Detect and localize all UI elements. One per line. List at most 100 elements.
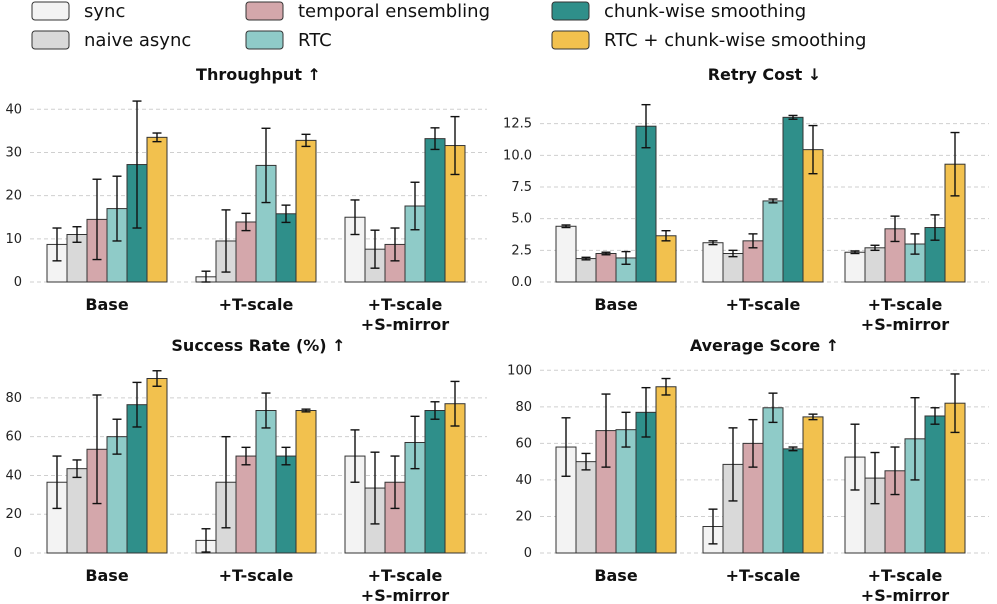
bar-chunk-wise-smoothing xyxy=(782,116,804,283)
bar-chunk-wise-smoothing xyxy=(782,448,804,554)
panel-retry-cost: Retry Cost ↓ 0.0 2.5 5.0 7.5 10.0 12.5 Base +T-s… xyxy=(503,65,989,334)
bar-rtc xyxy=(762,407,784,554)
y-tick-label: 10 xyxy=(5,232,22,247)
panel-throughput: Throughput ↑ 0 10 20 30 40 Base +T-scale +T-scal… xyxy=(5,65,487,334)
y-tick-label: 20 xyxy=(5,189,22,204)
legend-label: chunk-wise smoothing xyxy=(604,1,806,22)
x-category-label: +T-scale xyxy=(726,566,801,585)
legend-item-rtc: RTC xyxy=(245,30,332,51)
y-tick-label: 20 xyxy=(515,509,532,524)
panel-title: Average Score ↑ xyxy=(690,336,839,355)
y-tick-label: 7.5 xyxy=(511,180,532,195)
y-tick-label: 100 xyxy=(507,363,532,378)
y-tick-label: 30 xyxy=(5,145,22,160)
x-category-label: +S-mirror xyxy=(361,586,450,604)
y-tick-label: 20 xyxy=(5,507,22,522)
x-category-label: +S-mirror xyxy=(861,586,950,604)
y-tick-label: 5.0 xyxy=(511,212,532,227)
legend-label: sync xyxy=(84,1,125,22)
bar-naive-async xyxy=(722,253,744,283)
y-tick-label: 60 xyxy=(5,430,22,445)
bar-sync xyxy=(702,242,724,283)
legend-swatch xyxy=(245,1,284,21)
y-tick-label: 80 xyxy=(515,400,532,415)
legend-swatch xyxy=(31,1,70,21)
legend-item-chunk-wise-smoothing: chunk-wise smoothing xyxy=(551,1,806,22)
panel-title: Success Rate (%) ↑ xyxy=(171,336,345,355)
legend-label: temporal ensembling xyxy=(298,1,490,22)
y-tick-label: 2.5 xyxy=(511,243,532,258)
bar-temporal-ensembling xyxy=(595,253,617,283)
bar-chunk-wise-smoothing xyxy=(924,415,946,554)
panel-title: Retry Cost ↓ xyxy=(708,65,822,84)
y-tick-label: 40 xyxy=(5,102,22,117)
x-category-label: +T-scale xyxy=(368,566,443,585)
y-tick-label: 0 xyxy=(524,546,532,561)
bar-rtc-chunk-wise-smoothing xyxy=(655,235,677,283)
bar-rtc xyxy=(615,429,637,554)
legend-label: naive async xyxy=(84,30,191,51)
x-category-label: Base xyxy=(594,566,638,585)
bar-group-base xyxy=(46,100,168,283)
x-category-label: +T-scale xyxy=(868,295,943,314)
bar-group-t-scale-s-mirror xyxy=(344,115,466,283)
legend-label: RTC + chunk-wise smoothing xyxy=(604,30,866,51)
bar-chunk-wise-smoothing xyxy=(275,455,297,554)
bar-group-t-scale xyxy=(702,114,824,283)
x-category-label: +S-mirror xyxy=(861,315,950,334)
bar-chunk-wise-smoothing xyxy=(424,410,446,554)
bar-group-t-scale xyxy=(702,392,824,554)
legend-label: RTC xyxy=(298,30,332,51)
bar-naive-async xyxy=(575,461,597,554)
legend-item-naive-async: naive async xyxy=(31,30,191,51)
bar-rtc-chunk-wise-smoothing xyxy=(802,416,824,554)
bar-sync xyxy=(555,225,577,283)
bar-rtc xyxy=(255,410,277,554)
bar-chunk-wise-smoothing xyxy=(635,125,657,283)
legend-swatch xyxy=(551,1,590,21)
bar-naive-async xyxy=(575,258,597,283)
y-tick-label: 0.0 xyxy=(511,275,532,290)
bar-group-t-scale xyxy=(195,127,317,283)
y-tick-label: 0 xyxy=(14,275,22,290)
bar-group-base xyxy=(555,377,677,554)
bar-naive-async xyxy=(66,468,88,554)
y-tick-label: 12.5 xyxy=(503,117,532,132)
bar-group-t-scale-s-mirror xyxy=(844,373,966,554)
bar-group-t-scale-s-mirror xyxy=(844,131,966,283)
x-category-label: +T-scale xyxy=(868,566,943,585)
y-tick-label: 0 xyxy=(14,546,22,561)
bar-group-base xyxy=(46,370,168,554)
bar-rtc-chunk-wise-smoothing xyxy=(295,410,317,554)
panel-title: Throughput ↑ xyxy=(196,65,321,84)
legend-item-sync: sync xyxy=(31,1,125,22)
x-category-label: +S-mirror xyxy=(361,315,450,334)
x-category-label: Base xyxy=(85,566,129,585)
x-category-label: Base xyxy=(594,295,638,314)
legend-item-rtc-chunk-wise-smoothing: RTC + chunk-wise smoothing xyxy=(551,30,866,51)
legend-item-temporal-ensembling: temporal ensembling xyxy=(245,1,490,22)
y-tick-label: 40 xyxy=(5,468,22,483)
bar-rtc-chunk-wise-smoothing xyxy=(295,139,317,283)
y-tick-label: 40 xyxy=(515,473,532,488)
bar-rtc-chunk-wise-smoothing xyxy=(146,136,168,283)
chart-panels: Throughput ↑ 0 10 20 30 40 Base +T-scale +T-scal… xyxy=(5,65,989,604)
x-category-label: +T-scale xyxy=(368,295,443,314)
bar-group-t-scale-s-mirror xyxy=(344,380,466,554)
bar-sync xyxy=(844,251,866,283)
legend-swatch xyxy=(245,30,284,50)
legend-swatch xyxy=(31,30,70,50)
bar-chunk-wise-smoothing xyxy=(275,213,297,283)
x-category-label: Base xyxy=(85,295,129,314)
bar-group-t-scale xyxy=(195,392,317,554)
bar-rtc xyxy=(762,200,784,283)
x-category-label: +T-scale xyxy=(219,566,294,585)
y-tick-label: 80 xyxy=(5,391,22,406)
bar-group-base xyxy=(555,103,677,283)
y-tick-label: 60 xyxy=(515,436,532,451)
y-tick-label: 10.0 xyxy=(503,148,532,163)
bar-rtc-chunk-wise-smoothing xyxy=(655,386,677,554)
